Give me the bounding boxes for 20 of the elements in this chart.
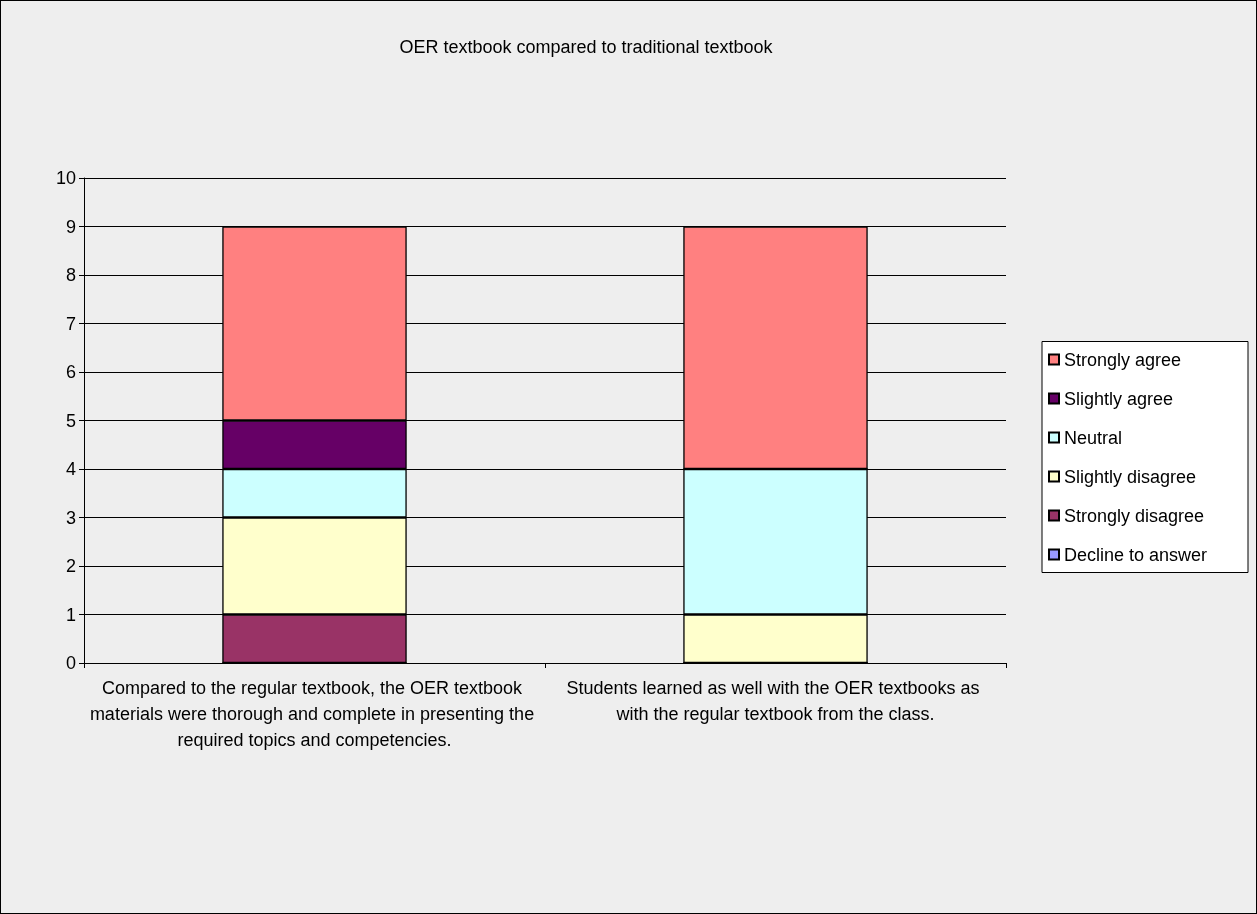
legend-label: Strongly disagree	[1064, 505, 1205, 526]
y-tick-label: 10	[55, 168, 76, 188]
y-tick-label: 1	[65, 604, 76, 625]
y-tick-label: 9	[65, 216, 76, 237]
y-tick-label: 2	[65, 556, 76, 576]
legend-label: Slightly disagree	[1064, 466, 1197, 487]
legend-label: Neutral	[1064, 427, 1123, 448]
y-tick-label: 5	[65, 410, 76, 431]
x-tick-label: Students learned as well with the OER textbooks as with the regular textbook from the class.	[566, 678, 985, 724]
y-tick-label: 8	[65, 265, 76, 285]
y-tick-label: 7	[65, 313, 76, 334]
y-tick-label: 6	[65, 362, 76, 382]
chart-title: OER textbook compared to traditional textbook	[399, 37, 774, 57]
legend-label: Strongly agree	[1064, 349, 1182, 370]
x-tick-label: Compared to the regular textbook, the OER textbook materials were thorough and complete in presenting the required topics and competencies.	[89, 678, 540, 750]
y-tick-label: 4	[65, 459, 76, 479]
y-tick-label: 3	[65, 507, 76, 528]
legend-label: Slightly agree	[1064, 388, 1174, 409]
y-tick-label: 0	[65, 653, 76, 673]
legend-label: Decline to answer	[1064, 544, 1208, 565]
